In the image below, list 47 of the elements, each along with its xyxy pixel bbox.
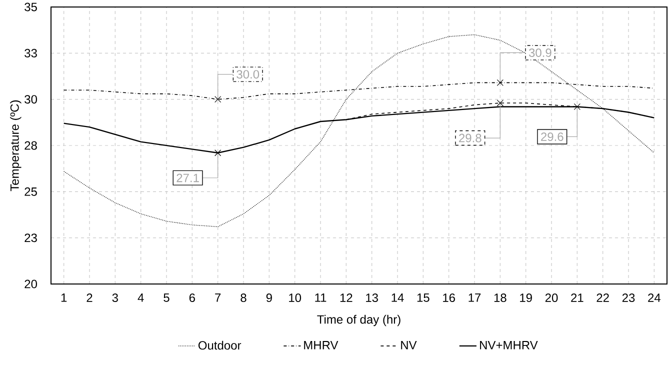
x-tick-label: 24 — [648, 294, 660, 302]
x-tick-label: 12 — [340, 294, 352, 302]
x-tick-label: 2 — [86, 294, 92, 302]
y-tick-label: 33 — [24, 48, 37, 58]
x-tick-label: 16 — [443, 294, 455, 302]
x-tick-label: 14 — [392, 294, 404, 302]
annotation: 29.6 — [541, 132, 564, 141]
x-tick-label: 10 — [289, 294, 302, 302]
annotation: 30.0 — [236, 70, 260, 79]
annotation: 27.1 — [176, 174, 199, 182]
x-tick-label: 15 — [417, 294, 430, 302]
annotation: 30.9 — [528, 48, 552, 57]
point — [214, 96, 222, 103]
x-tick-label: 1 — [61, 294, 67, 302]
x-tick-label: 7 — [215, 294, 221, 302]
x-axis-title: Time of day (hr) — [317, 314, 400, 326]
y-tick-label: 30 — [24, 95, 38, 104]
y-tick-label: 25 — [24, 187, 37, 196]
x-tick-label: 20 — [545, 294, 558, 302]
x-tick-label: 8 — [240, 294, 246, 302]
x-tick-label: 21 — [571, 294, 584, 302]
y-axis-title: Temperature (ºC) — [10, 100, 22, 192]
y-tick-label: 35 — [24, 2, 37, 12]
y-tick-label: 20 — [24, 280, 38, 288]
x-tick-label: 3 — [112, 294, 118, 302]
x-tick-label: 19 — [520, 294, 532, 302]
legend-label: NV+MHRV — [480, 341, 538, 350]
annotation: 29.8 — [459, 134, 482, 142]
x-tick-label: 5 — [164, 294, 170, 302]
x-tick-label: 22 — [596, 294, 609, 302]
x-tick-label: 11 — [315, 294, 326, 302]
x-tick-label: 6 — [189, 294, 195, 302]
legend-label: NV — [401, 341, 417, 350]
x-tick-label: 18 — [494, 294, 506, 302]
x-tick-label: 23 — [622, 294, 635, 302]
y-tick-label: 23 — [24, 234, 37, 242]
y-tick-label: 28 — [24, 141, 37, 150]
x-tick-label: 9 — [266, 294, 272, 302]
point — [214, 150, 222, 156]
legend-label: MHRV — [304, 341, 338, 350]
legend-label: Outdoor — [198, 340, 242, 350]
x-tick-label: 17 — [468, 294, 481, 302]
x-tick-label: 4 — [138, 294, 144, 302]
point — [574, 103, 580, 110]
x-tick-label: 13 — [366, 294, 378, 302]
point — [496, 100, 504, 106]
point — [496, 79, 504, 86]
